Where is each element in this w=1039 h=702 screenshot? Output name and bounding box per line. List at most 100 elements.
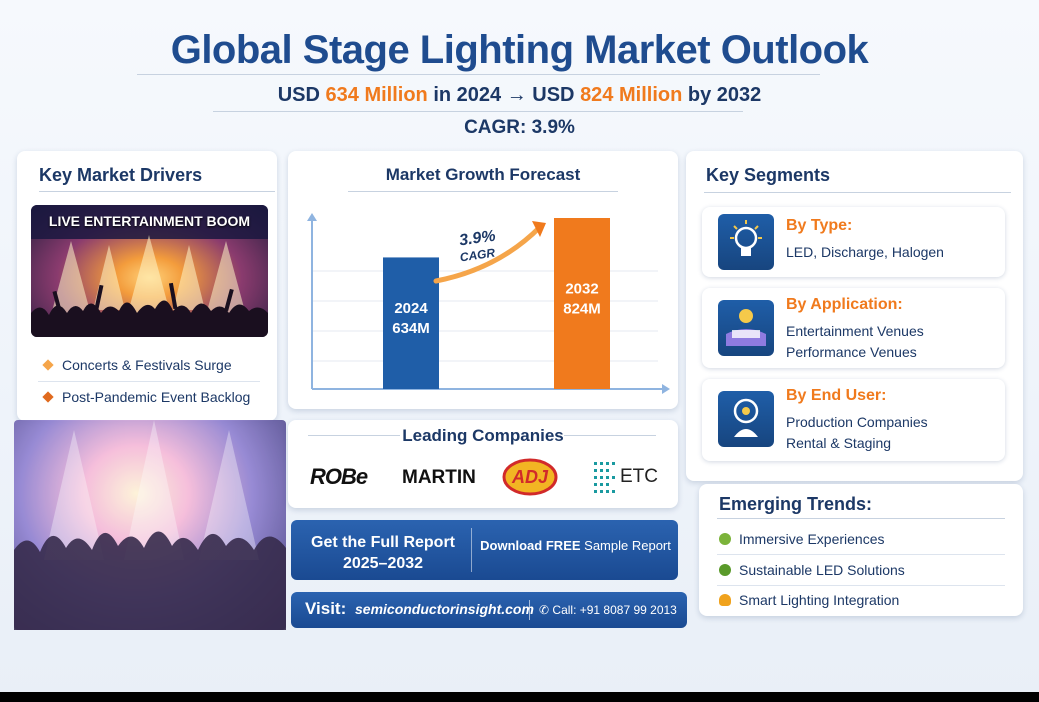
- trend-item: Immersive Experiences: [719, 531, 885, 547]
- diamond-bullet-icon: [42, 391, 54, 403]
- trend-label: Immersive Experiences: [739, 531, 885, 547]
- drivers-divider: [39, 191, 275, 192]
- download-label: Download: [480, 538, 543, 553]
- visit-bar[interactable]: Visit: semiconductorinsight.com ✆ Call: …: [291, 592, 687, 628]
- users-glyph: [733, 398, 759, 437]
- lightbulb-icon: [719, 594, 731, 606]
- users-icon: [718, 391, 774, 447]
- etc-logo-mark: [594, 462, 615, 493]
- segments-divider: [704, 192, 1011, 193]
- etc-logo-text: ETC: [620, 466, 658, 487]
- x-axis-arrow-icon: [662, 384, 670, 394]
- companies-rule-left: [308, 435, 400, 436]
- full-report-label: Get the Full Report: [311, 534, 455, 551]
- companies-title: Leading Companies: [402, 426, 564, 445]
- leaf-icon: [719, 564, 731, 576]
- segment-detail: Performance Venues: [786, 344, 917, 360]
- report-years: 2025–2032: [342, 555, 424, 572]
- companies-rule-right: [564, 435, 656, 436]
- trends-card: Emerging Trends: Immersive Experiences S…: [699, 484, 1023, 616]
- forecast-title: Market Growth Forecast: [385, 165, 581, 184]
- leaf-icon: [719, 533, 731, 545]
- driver-label: Post-Pandemic Event Backlog: [62, 389, 251, 405]
- segment-by-application: By Application: Entertainment Venues Per…: [702, 288, 1005, 368]
- adj-logo: ADJ: [502, 458, 558, 496]
- crowd-photo: [14, 420, 286, 630]
- bar-value-label: 824M: [563, 301, 601, 318]
- value-2032: 824 Million: [580, 84, 683, 106]
- value-2024: 634 Million: [325, 84, 428, 106]
- download-sample-button[interactable]: Download FREE Sample Report: [473, 538, 678, 553]
- phone-contact[interactable]: ✆ Call: +91 8087 99 2013: [539, 603, 677, 617]
- robe-logo: ROBe: [310, 464, 368, 489]
- driver-label: Concerts & Festivals Surge: [62, 357, 232, 373]
- bar-category-label: 2024: [394, 300, 428, 317]
- growth-chart: 2024 634M 2032 824M 3.9%CAGR: [307, 213, 670, 394]
- crowd-illustration: [14, 420, 286, 630]
- phone-number: Call: +91 8087 99 2013: [552, 603, 677, 617]
- theater-icon: [718, 300, 774, 356]
- diamond-bullet-icon: [42, 359, 54, 371]
- growth-arrow: [433, 224, 543, 284]
- sample-report-label: Sample Report: [584, 538, 671, 553]
- free-label: FREE: [545, 538, 581, 553]
- visit-label: Visit:: [305, 599, 347, 618]
- trends-divider: [717, 518, 1005, 519]
- adj-logo-mark: [502, 458, 558, 496]
- cagr-annotation-value: 3.9%: [458, 228, 496, 250]
- lightbulb-icon: [718, 214, 774, 270]
- subtitle-rule: [213, 111, 743, 112]
- lightbulb-glyph: [730, 220, 762, 256]
- bar: [554, 218, 610, 389]
- forecast-divider: [348, 191, 618, 192]
- driver-item: Concerts & Festivals Surge: [42, 357, 232, 373]
- bottom-border: [0, 692, 1039, 702]
- subtitle-middle: in 2024 → USD: [433, 84, 575, 106]
- cagr-text: CAGR: 3.9%: [464, 117, 575, 138]
- phone-icon: ✆: [539, 603, 550, 617]
- cta-divider: [471, 528, 472, 572]
- segment-detail: Production Companies: [786, 414, 928, 430]
- title-rule: [137, 74, 820, 75]
- segment-title: By End User:: [786, 387, 887, 404]
- companies-card: Leading Companies ROBe MARTIN ADJ ETC: [288, 420, 678, 508]
- trend-label: Smart Lighting Integration: [739, 592, 900, 608]
- growth-arrow-head-icon: [532, 221, 546, 237]
- cagr-annotation-word: CAGR: [459, 246, 496, 265]
- segment-by-end-user: By End User: Production Companies Rental…: [702, 379, 1005, 461]
- bar-category-label: 2032: [565, 281, 598, 298]
- forecast-card: Market Growth Forecast 2024 634M 2032 824M 3…: [288, 151, 678, 409]
- etc-logo: ETC: [592, 460, 662, 494]
- trend-divider: [717, 585, 1005, 586]
- segment-detail: LED, Discharge, Halogen: [786, 244, 944, 260]
- segment-title: By Type:: [786, 217, 853, 234]
- trend-item: Sustainable LED Solutions: [719, 562, 905, 578]
- visit-divider: [529, 600, 530, 620]
- website-link[interactable]: semiconductorinsight.com: [355, 601, 534, 617]
- segments-title: Key Segments: [706, 165, 831, 185]
- segment-detail: Rental & Staging: [786, 435, 892, 451]
- subtitle-suffix: by 2032: [687, 84, 762, 106]
- driver-item: Post-Pandemic Event Backlog: [42, 389, 251, 405]
- concert-caption: LIVE ENTERTAINMENT BOOM: [48, 213, 251, 229]
- trend-divider: [717, 554, 1005, 555]
- y-axis-arrow-icon: [307, 213, 317, 221]
- full-report-button[interactable]: Get the Full Report 2025–2032: [291, 532, 475, 574]
- trend-label: Sustainable LED Solutions: [739, 562, 905, 578]
- segment-title: By Application:: [786, 296, 903, 313]
- segment-detail: Entertainment Venues: [786, 323, 924, 339]
- page-title: Global Stage Lighting Market Outlook: [170, 28, 869, 72]
- segment-by-type: By Type: LED, Discharge, Halogen: [702, 207, 1005, 277]
- market-size-subtitle: USD 634 Million in 2024 → USD 824 Millio…: [0, 84, 1039, 107]
- adj-logo-text: ADJ: [511, 467, 548, 487]
- concert-image: LIVE ENTERTAINMENT BOOM: [31, 205, 268, 337]
- theater-glyph: [726, 309, 766, 346]
- bar: [383, 257, 439, 389]
- driver-divider: [38, 381, 260, 382]
- report-cta-banner[interactable]: Get the Full Report 2025–2032 Download F…: [291, 520, 678, 580]
- trends-title: Emerging Trends:: [719, 494, 873, 514]
- bar-value-label: 634M: [392, 320, 430, 337]
- trend-item: Smart Lighting Integration: [719, 592, 899, 608]
- martin-logo: MARTIN: [402, 467, 476, 488]
